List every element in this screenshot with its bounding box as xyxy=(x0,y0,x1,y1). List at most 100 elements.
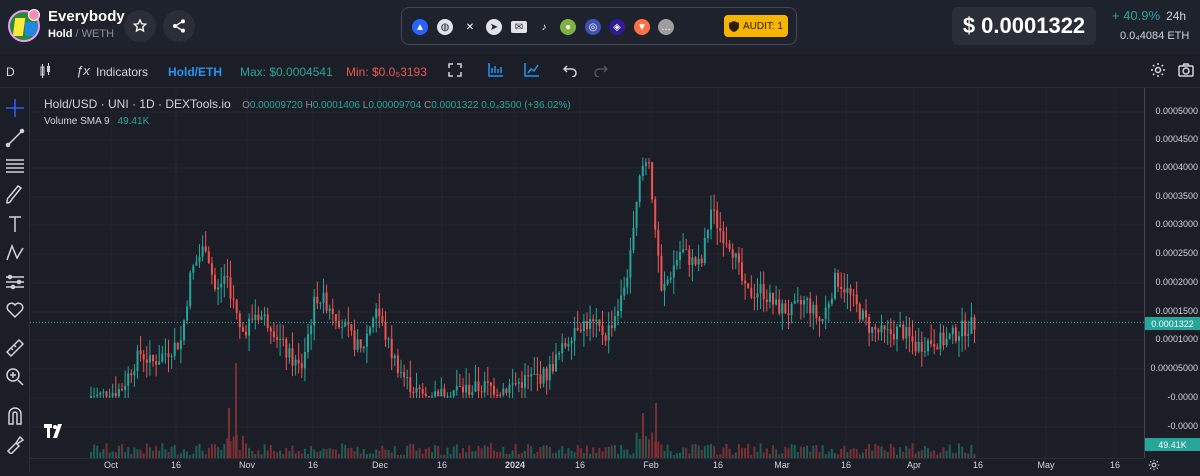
volume-bar xyxy=(765,448,768,458)
text-tool-icon[interactable] xyxy=(5,214,25,234)
volume-bar xyxy=(276,452,278,458)
candle xyxy=(192,264,195,280)
volume-bar xyxy=(561,445,564,458)
volume-bar xyxy=(914,453,917,458)
candle xyxy=(812,301,815,330)
candle xyxy=(542,366,545,388)
candle xyxy=(285,336,288,370)
candle xyxy=(837,269,840,293)
metamask-icon[interactable]: ▼ xyxy=(634,19,650,35)
compare-icon[interactable] xyxy=(488,63,504,80)
volume-bar xyxy=(511,450,514,458)
horizontal-lines-icon[interactable] xyxy=(5,156,25,176)
coinmarketcap-icon[interactable]: ◎ xyxy=(585,19,601,35)
undo-icon[interactable] xyxy=(562,63,577,80)
candle xyxy=(558,351,561,360)
candle xyxy=(316,281,319,310)
forecast-icon[interactable] xyxy=(5,272,25,292)
volume-bar xyxy=(536,451,539,458)
pattern-icon[interactable] xyxy=(5,243,25,263)
volume-bar xyxy=(245,443,247,458)
candle xyxy=(269,325,272,345)
x-twitter-icon[interactable]: ✕ xyxy=(465,21,475,33)
candle xyxy=(248,313,251,352)
y-tick-label: 0.0004000 xyxy=(1155,162,1198,172)
candle xyxy=(852,288,855,307)
candle xyxy=(282,325,285,347)
fullscreen-icon[interactable] xyxy=(448,63,462,80)
tiktok-icon[interactable]: ♪ xyxy=(541,21,547,33)
x-tick-label: May xyxy=(1037,460,1055,470)
volume-bar xyxy=(874,443,877,458)
volume-bar xyxy=(759,443,762,458)
chart-link-icon[interactable]: ▲ xyxy=(412,19,428,35)
volume-bar xyxy=(644,436,647,458)
candle xyxy=(933,329,936,355)
y-tick-label: 0.0004500 xyxy=(1155,134,1198,144)
axis-settings-icon[interactable] xyxy=(1148,458,1160,476)
candle xyxy=(679,240,681,269)
chart-style-icon[interactable] xyxy=(524,63,540,80)
volume-bar xyxy=(710,443,712,458)
audit-badge[interactable]: AUDIT: 1 xyxy=(724,15,788,37)
candle xyxy=(548,356,551,390)
pair-switch-button[interactable]: Hold/ETH xyxy=(168,65,222,79)
lock-drawing-icon[interactable] xyxy=(5,434,25,454)
trend-line-icon[interactable] xyxy=(5,128,25,148)
settings-gear-icon[interactable] xyxy=(1150,62,1166,81)
candle xyxy=(217,278,220,305)
candle-type-icon[interactable] xyxy=(40,63,52,82)
volume-bar xyxy=(387,449,390,458)
candle xyxy=(762,271,765,313)
volume-bar xyxy=(719,454,722,458)
dextools-icon[interactable]: ◈ xyxy=(609,19,625,35)
ruler-icon[interactable] xyxy=(5,338,25,358)
heart-icon[interactable] xyxy=(5,300,25,320)
candle xyxy=(855,281,858,313)
indicators-icon[interactable]: ƒx xyxy=(76,63,90,78)
price-axis[interactable]: 0.0005000 0.0004500 0.0004000 0.0003500 0.00… xyxy=(1144,88,1200,458)
x-tick-label: 16 xyxy=(972,460,984,470)
globe-icon[interactable]: ◍ xyxy=(437,19,453,35)
camera-icon[interactable] xyxy=(1178,62,1194,81)
more-icon[interactable]: … xyxy=(658,19,674,35)
volume-bar xyxy=(886,452,889,458)
volume-bar xyxy=(409,443,412,458)
volume-bar xyxy=(970,444,973,458)
volume-bar xyxy=(452,446,455,458)
candle xyxy=(899,312,902,328)
magnet-icon[interactable] xyxy=(5,406,25,426)
interval-selector[interactable]: D xyxy=(6,65,15,79)
zoom-in-icon[interactable] xyxy=(5,367,25,387)
brush-icon[interactable] xyxy=(5,185,25,205)
redo-icon[interactable] xyxy=(594,63,609,80)
candle xyxy=(610,310,613,337)
shield-icon xyxy=(728,20,739,32)
candle xyxy=(663,271,666,307)
volume-bar xyxy=(229,441,232,458)
favorite-button[interactable] xyxy=(124,10,156,42)
volume-bar xyxy=(598,448,601,458)
email-icon[interactable]: ✉ xyxy=(511,21,527,33)
price-chart[interactable] xyxy=(30,88,1144,458)
volume-bar xyxy=(493,450,495,458)
time-axis[interactable]: Oct 16 Nov 16 Dec 16 2024 16 Feb 16 Mar 16 Apr 16 May 1… xyxy=(30,458,1144,473)
indicators-button[interactable]: Indicators xyxy=(96,65,149,79)
volume-bar xyxy=(716,454,719,458)
telegram-icon[interactable]: ➤ xyxy=(486,19,502,35)
volume-bar xyxy=(865,448,867,458)
candle xyxy=(914,330,917,356)
coingecko-icon[interactable]: ● xyxy=(560,19,576,35)
volume-bar xyxy=(406,445,409,458)
candle xyxy=(731,243,734,270)
share-button[interactable] xyxy=(163,10,195,42)
volume-bar xyxy=(812,445,815,458)
volume-bar xyxy=(136,449,139,458)
candle xyxy=(300,353,303,378)
volume-bar xyxy=(669,451,672,458)
candle xyxy=(923,337,926,358)
crosshair-icon[interactable] xyxy=(5,98,25,118)
candle xyxy=(307,323,309,359)
volume-bar xyxy=(486,446,489,458)
candle xyxy=(896,323,898,352)
